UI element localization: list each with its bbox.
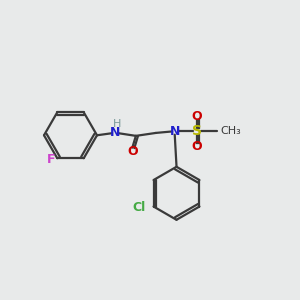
Text: Cl: Cl	[132, 201, 145, 214]
Text: N: N	[170, 125, 180, 138]
Text: F: F	[46, 153, 55, 166]
Text: N: N	[110, 126, 120, 140]
Text: CH₃: CH₃	[221, 126, 242, 136]
Text: S: S	[192, 124, 202, 138]
Text: O: O	[192, 110, 203, 123]
Text: O: O	[127, 145, 138, 158]
Text: O: O	[192, 140, 203, 153]
Text: H: H	[112, 119, 121, 129]
